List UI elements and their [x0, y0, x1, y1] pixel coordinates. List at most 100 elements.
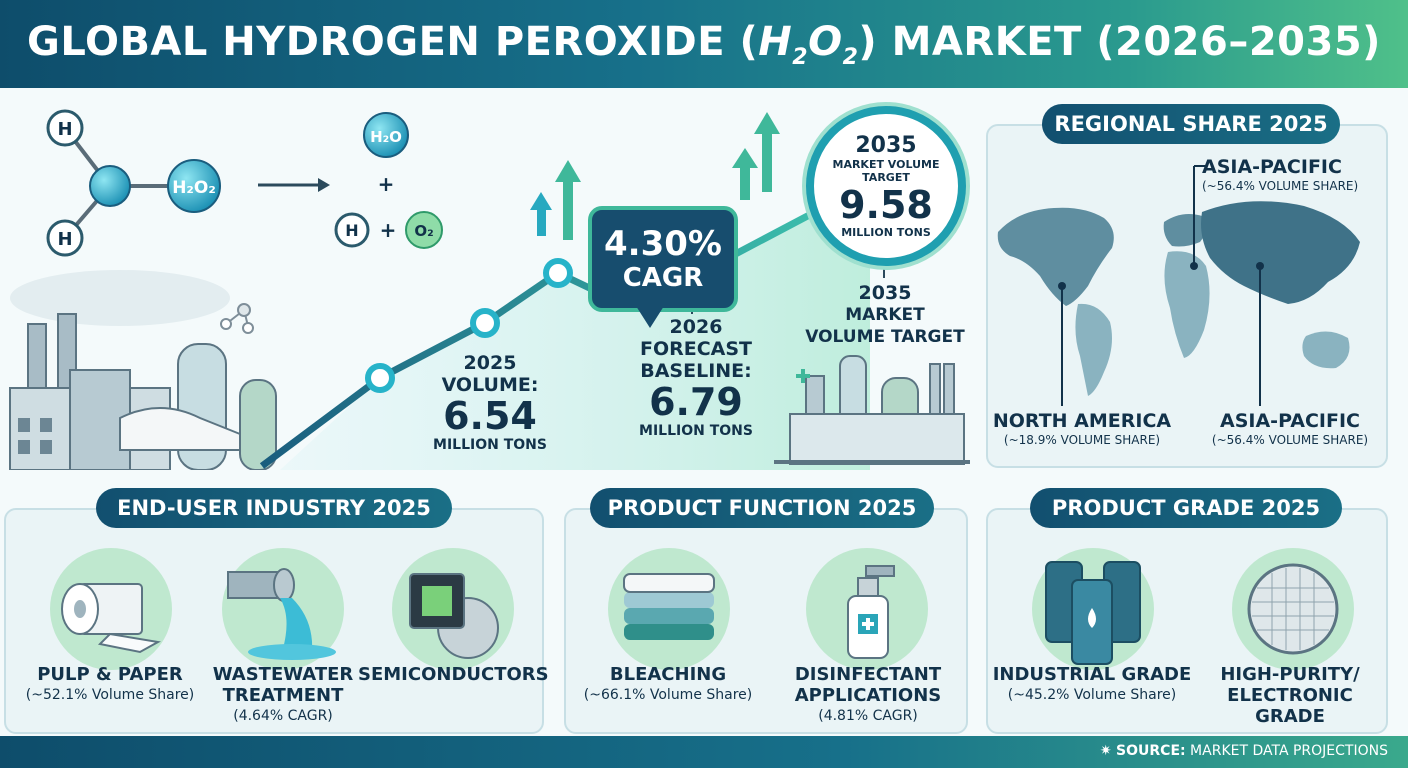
- end-user-card: PULP & PAPER (~52.1% Volume Share) WASTE…: [4, 508, 549, 734]
- item-bleaching: BLEACHING (~66.1% Volume Share): [570, 664, 766, 705]
- item-disinfectant: DISINFECTANT APPLICATIONS (4.81% CAGR): [772, 664, 964, 726]
- atom-h-top-text: H: [57, 119, 72, 140]
- page-title: GLOBAL HYDROGEN PEROXIDE (H2O2) MARKET (…: [27, 19, 1381, 70]
- marker-2025-b: [470, 308, 500, 338]
- product-grade-card: INDUSTRIAL GRADE (~45.2% Volume Share) H…: [986, 508, 1388, 734]
- plus-sign-1: +: [378, 172, 395, 196]
- up-arrows-icon: [530, 112, 780, 240]
- product-function-card: BLEACHING (~66.1% Volume Share) DISINFEC…: [564, 508, 968, 734]
- target-value: 9.58: [839, 182, 933, 227]
- source-label: SOURCE:: [1116, 743, 1186, 759]
- cagr-value: 4.30%: [604, 224, 722, 264]
- product-function-title: PRODUCT FUNCTION 2025: [590, 488, 934, 528]
- item-disinfectant-name: DISINFECTANT: [794, 664, 942, 685]
- formula-o-sub: 2: [842, 44, 859, 70]
- region-north-america: NORTH AMERICA (~18.9% VOLUME SHARE): [992, 410, 1172, 448]
- label-2026-caption: FORECAST: [639, 338, 753, 360]
- label-2025-caption: VOLUME:: [441, 374, 539, 396]
- cagr-label: CAGR: [622, 263, 704, 293]
- footer-bar: ✷ SOURCE: MARKET DATA PROJECTIONS: [0, 736, 1408, 768]
- item-disinfectant-detail: (4.81% CAGR): [818, 708, 918, 724]
- item-high-purity: HIGH-PURITY/ ELECTRONIC GRADE: [1192, 664, 1388, 727]
- plus-sign-2: +: [380, 218, 397, 242]
- chip-icon: [392, 548, 514, 670]
- region-north-america-name: NORTH AMERICA: [992, 410, 1172, 432]
- label-2026-unit: MILLION TONS: [639, 423, 753, 439]
- item-wastewater: WASTEWATER TREATMENT (4.64% CAGR): [190, 664, 376, 726]
- region-asia-top-name: ASIA-PACIFIC: [1202, 156, 1342, 178]
- small-molecule-icon: [220, 303, 254, 334]
- label-2035-caption-line1: MARKET: [845, 305, 925, 325]
- title-formula: H2O2: [758, 18, 858, 70]
- label-2026-caption2: BASELINE:: [640, 360, 752, 382]
- reaction-arrow-icon: [258, 178, 330, 192]
- header-banner: GLOBAL HYDROGEN PEROXIDE (H2O2) MARKET (…: [0, 0, 1408, 88]
- wafer-icon: [1232, 548, 1354, 670]
- region-asia-bottom: ASIA-PACIFIC (~56.4% VOLUME SHARE): [1200, 410, 1380, 448]
- label-2026-year: 2026: [669, 316, 723, 338]
- cagr-badge: 4.30% CAGR: [588, 206, 738, 312]
- reaction-products: H₂O + H + O₂: [334, 112, 443, 249]
- label-2025: 2025 VOLUME: 6.54 MILLION TONS: [430, 352, 550, 454]
- paper-roll-icon: [50, 548, 172, 670]
- label-2025-unit: MILLION TONS: [433, 437, 547, 453]
- item-wastewater-name2: TREATMENT: [222, 685, 344, 706]
- folded-towels-icon: [608, 548, 730, 670]
- item-bleaching-name: BLEACHING: [609, 664, 727, 685]
- regional-share-title: REGIONAL SHARE 2025: [1042, 104, 1340, 144]
- molecule-text: H₂O₂: [172, 178, 216, 198]
- label-2025-value: 6.54: [443, 394, 537, 438]
- hydrogen-product-node: [334, 212, 370, 248]
- item-industrial-grade: INDUSTRIAL GRADE (~45.2% Volume Share): [992, 664, 1192, 705]
- formula-o: O: [808, 18, 843, 65]
- oxygen-atom: [89, 165, 131, 207]
- cagr-badge-tail: [636, 306, 664, 328]
- region-asia-bottom-share: (~56.4% VOLUME SHARE): [1211, 433, 1369, 447]
- target-label2: TARGET: [862, 170, 910, 184]
- target-label: MARKET VOLUME: [832, 157, 940, 171]
- hydrogen-atom-bottom: H: [46, 219, 84, 257]
- source-text: MARKET DATA PROJECTIONS: [1185, 743, 1388, 759]
- formula-h-sub: 2: [792, 44, 809, 70]
- label-2026: 2026 FORECAST BASELINE: 6.79 MILLION TON…: [630, 316, 762, 440]
- hydrogen-atom-top: H: [46, 109, 84, 147]
- item-wastewater-detail: (4.64% CAGR): [233, 708, 333, 724]
- molecule-diagram: H H H₂O₂: [46, 109, 221, 257]
- item-bleaching-detail: (~66.1% Volume Share): [583, 687, 753, 703]
- label-2035-caption-year: 2035: [858, 282, 912, 304]
- water-text: H₂O: [370, 128, 402, 146]
- chemical-plant-icon: [774, 355, 970, 465]
- growth-area: [280, 183, 870, 470]
- item-industrial-grade-name: INDUSTRIAL GRADE: [992, 664, 1192, 685]
- marker-2025: [365, 363, 395, 393]
- region-asia-top-share: (~56.4% VOLUME SHARE): [1202, 179, 1359, 193]
- marker-mid: [543, 258, 573, 288]
- water-pipe-icon: [222, 548, 344, 670]
- title-post: ) MARKET (2026–2035): [858, 18, 1381, 65]
- item-pulp-paper: PULP & PAPER (~52.1% Volume Share): [10, 664, 210, 705]
- item-high-purity-name: HIGH-PURITY/: [1220, 664, 1360, 685]
- target-unit: MILLION TONS: [841, 225, 931, 239]
- label-2035-caption: 2035 MARKET VOLUME TARGET: [800, 282, 970, 348]
- barrels-icon: [1032, 548, 1154, 670]
- hero-illustration: H H H₂O₂ H₂O + H + O₂: [9, 109, 970, 470]
- molecule-node: [167, 159, 221, 213]
- item-high-purity-name2: ELECTRONIC GRADE: [1227, 685, 1353, 727]
- spray-bottle-icon: [806, 548, 928, 670]
- title-pre: GLOBAL HYDROGEN PEROXIDE (: [27, 18, 759, 65]
- label-2035-caption-line2: VOLUME TARGET: [805, 327, 965, 347]
- oxygen-product-text: O₂: [414, 222, 433, 240]
- region-north-america-share: (~18.9% VOLUME SHARE): [1003, 433, 1161, 447]
- target-2035-circle: 2035 MARKET VOLUME TARGET 9.58 MILLION T…: [806, 106, 966, 266]
- end-user-title: END-USER INDUSTRY 2025: [96, 488, 452, 528]
- world-map-icon: [997, 165, 1360, 406]
- pulp-factory-icon: [9, 270, 277, 470]
- atom-h-bottom-text: H: [57, 229, 72, 250]
- formula-h: H: [758, 18, 793, 65]
- regional-share-card: ASIA-PACIFIC (~56.4% VOLUME SHARE) NORTH…: [986, 124, 1388, 468]
- item-semiconductors-name: SEMICONDUCTORS: [358, 664, 549, 685]
- hydrogen-product-text: H: [345, 221, 358, 240]
- label-2026-value: 6.79: [649, 380, 743, 424]
- region-asia-top: ASIA-PACIFIC (~56.4% VOLUME SHARE): [1202, 156, 1382, 194]
- item-semiconductors: SEMICONDUCTORS: [358, 664, 549, 685]
